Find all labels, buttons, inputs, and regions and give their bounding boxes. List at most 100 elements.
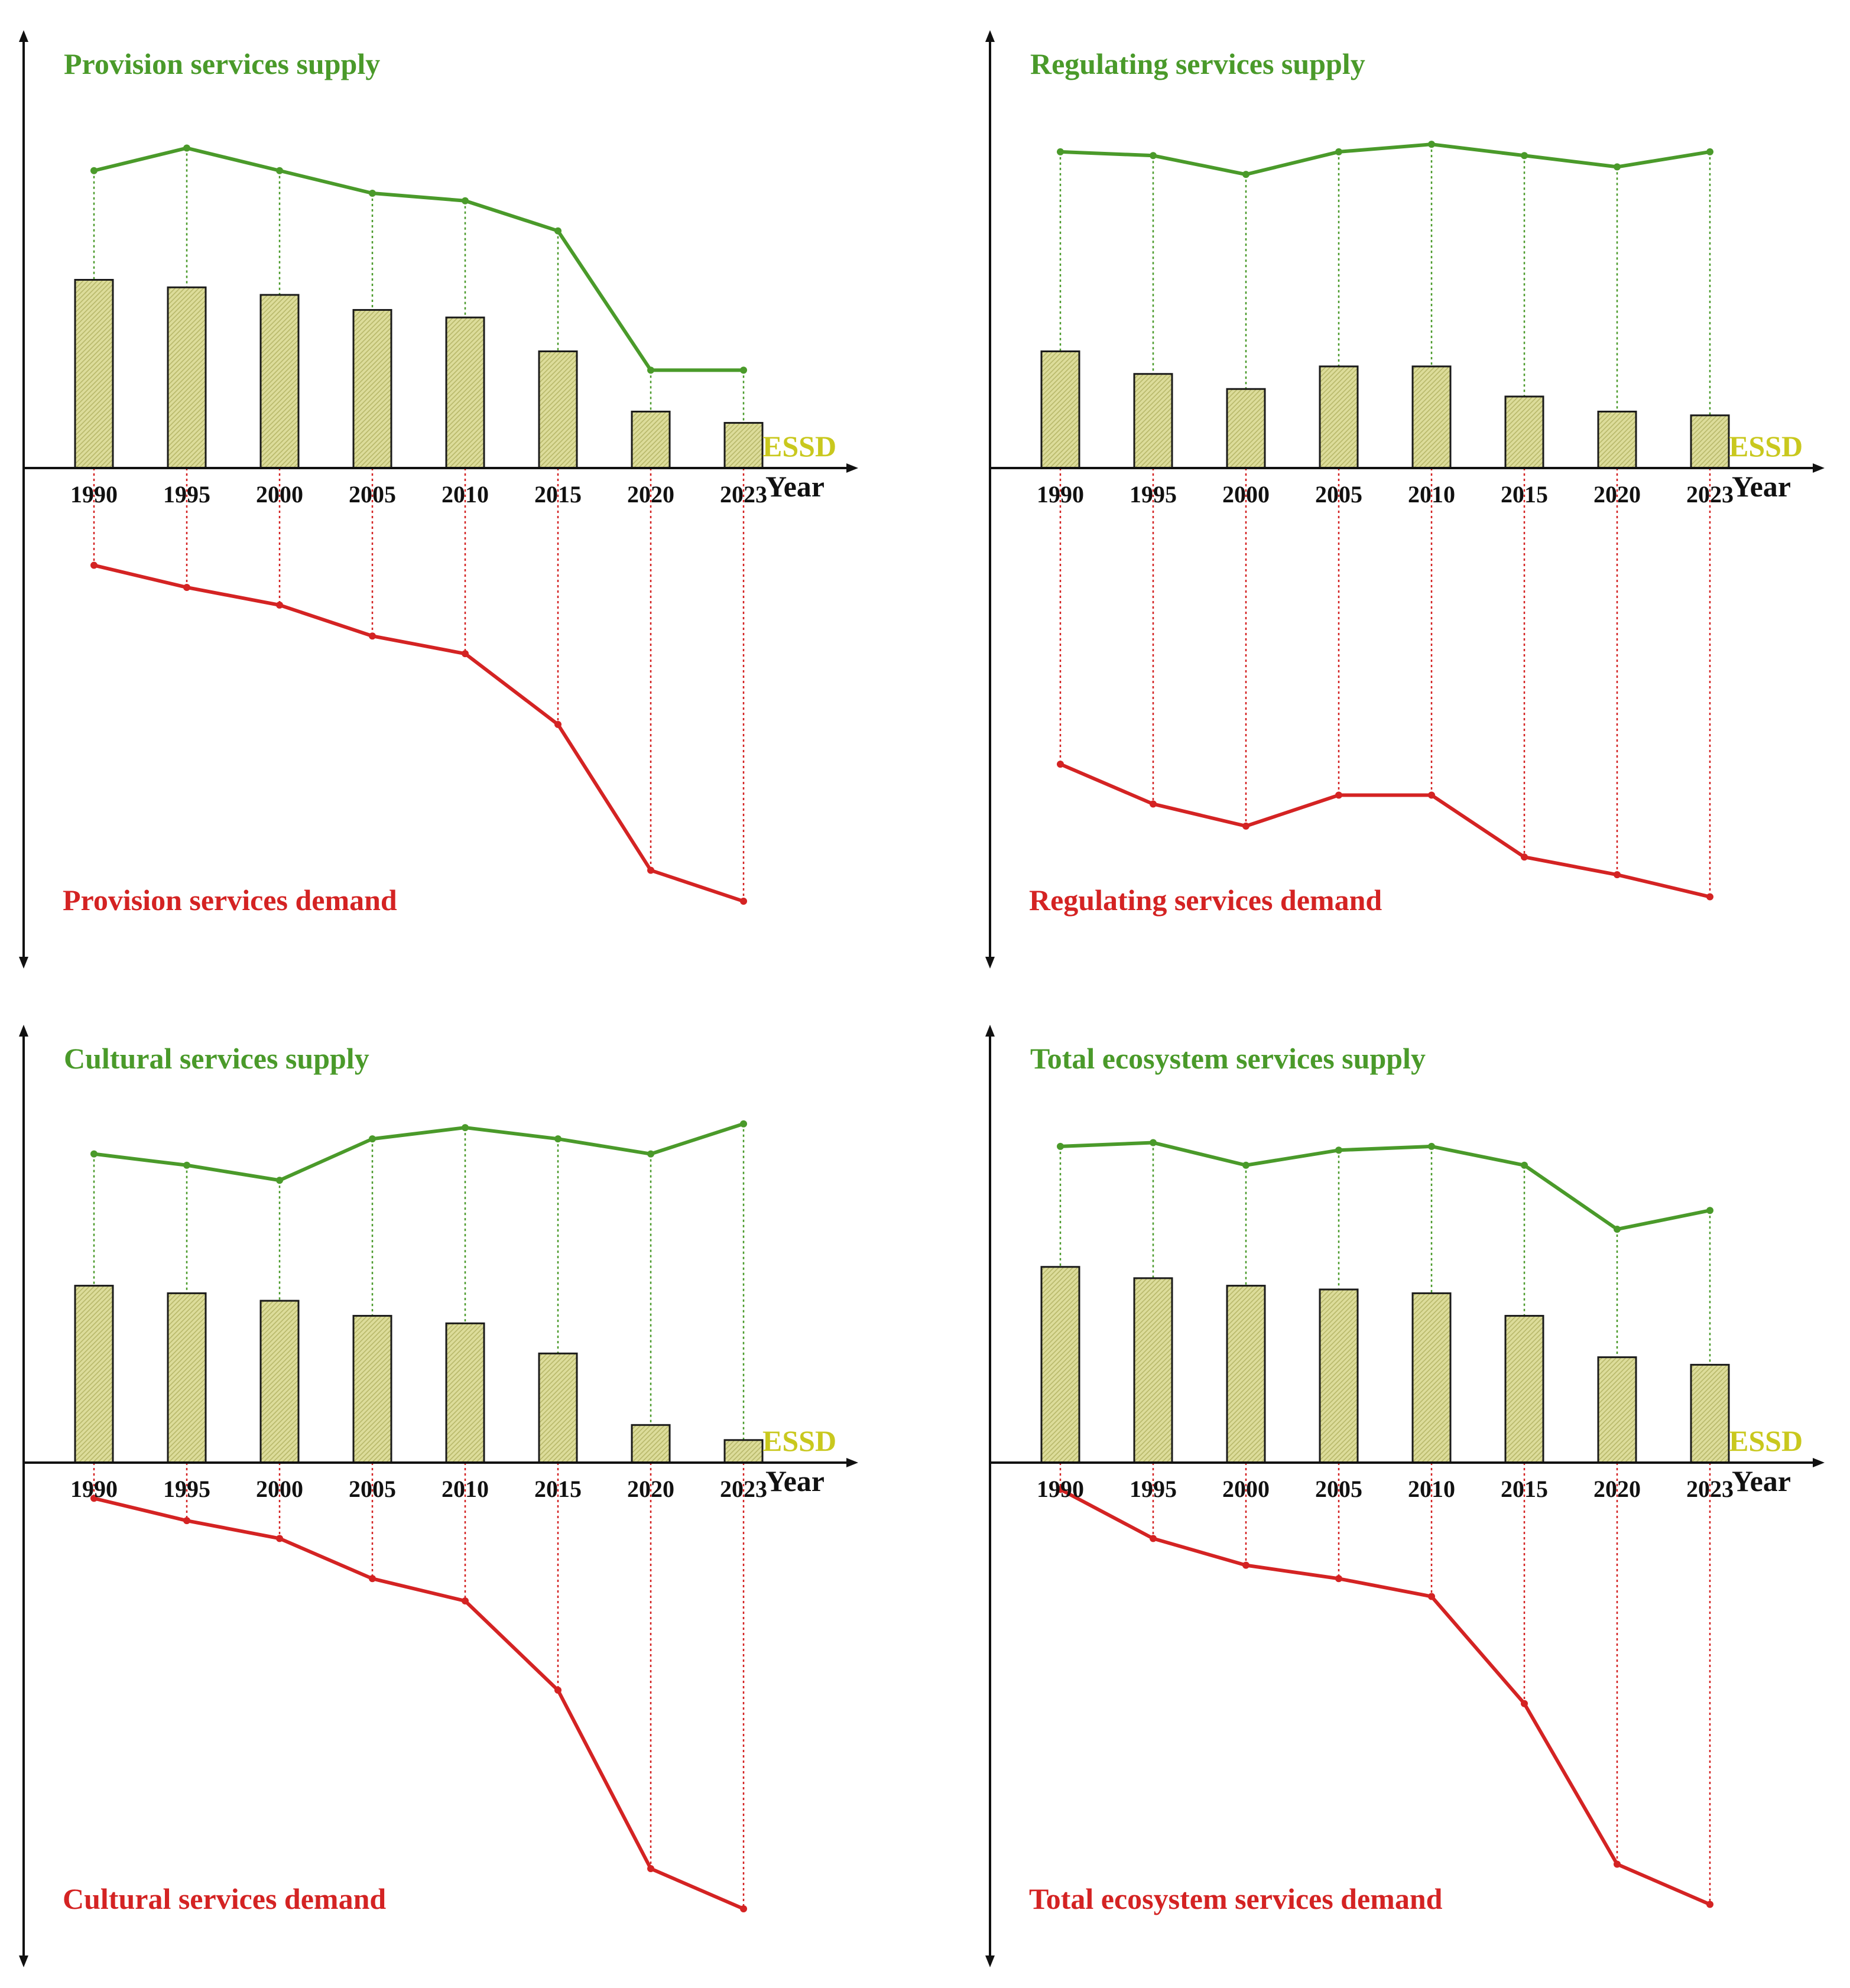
- x-tick-label: 1990: [1037, 481, 1084, 508]
- demand-point: [90, 1495, 98, 1502]
- x-tick-label: 2005: [349, 1476, 396, 1502]
- x-tick-label: 2023: [1686, 1476, 1734, 1502]
- supply-point: [1335, 148, 1342, 155]
- x-tick-label: 2023: [720, 481, 767, 508]
- essd-bar: [538, 350, 578, 469]
- demand-point: [369, 632, 376, 640]
- supply-point: [1614, 1226, 1621, 1233]
- essd-bar: [74, 279, 114, 469]
- y-axis-arrow-down: [985, 957, 995, 969]
- demand-point: [1706, 893, 1713, 901]
- x-axis-arrow: [846, 463, 858, 473]
- essd-bar: [259, 294, 300, 469]
- essd-label: ESSD: [762, 430, 836, 463]
- x-tick-label: 2015: [534, 481, 582, 508]
- demand-line: [1059, 762, 1711, 899]
- demand-title: Provision services demand: [63, 883, 397, 917]
- essd-bar: [352, 308, 392, 469]
- essd-bar: [74, 1285, 114, 1464]
- x-tick-label: 1990: [70, 1476, 118, 1502]
- x-axis-arrow: [846, 1458, 858, 1467]
- essd-bar: [1504, 1315, 1544, 1464]
- demand-point: [183, 583, 190, 591]
- supply-point: [369, 189, 376, 197]
- x-tick-label: 2020: [627, 481, 674, 508]
- demand-point: [1150, 800, 1157, 808]
- supply-point: [1521, 152, 1528, 160]
- essd-bar: [723, 1439, 764, 1464]
- supply-point: [1057, 1142, 1064, 1150]
- supply-point: [1521, 1161, 1528, 1169]
- supply-point: [554, 227, 562, 235]
- demand-point: [1057, 1486, 1064, 1493]
- essd-bar: [1226, 1285, 1266, 1464]
- y-axis-arrow-up: [19, 30, 28, 42]
- demand-point: [740, 1905, 747, 1912]
- essd-bar: [1597, 410, 1637, 469]
- supply-point: [1242, 1161, 1249, 1169]
- x-tick-label: 2000: [256, 1476, 303, 1502]
- demand-point: [1242, 1561, 1249, 1569]
- supply-line: [93, 146, 744, 372]
- essd-bar: [1597, 1356, 1637, 1464]
- essd-label: ESSD: [762, 1424, 836, 1457]
- x-tick-label: 2015: [1501, 1476, 1548, 1502]
- essd-bar: [723, 422, 764, 469]
- essd-bar: [631, 1424, 671, 1464]
- x-tick-label: 2023: [720, 1476, 767, 1502]
- essd-bar: [259, 1300, 300, 1464]
- demand-point: [1521, 1700, 1528, 1707]
- x-tick-label: 1990: [1037, 1476, 1084, 1502]
- essd-bar: [1411, 365, 1452, 469]
- supply-point: [276, 167, 283, 174]
- supply-line: [1060, 1141, 1711, 1232]
- x-tick-label: 2000: [1222, 481, 1270, 508]
- essd-bar: [1133, 373, 1173, 469]
- demand-point: [462, 650, 469, 658]
- x-tick-label: 1995: [1130, 481, 1177, 508]
- demand-point: [1614, 1860, 1621, 1868]
- supply-point: [1150, 1139, 1157, 1146]
- essd-bar: [1040, 350, 1080, 469]
- supply-point: [90, 167, 98, 174]
- supply-point: [554, 1135, 562, 1143]
- essd-bar: [631, 410, 671, 469]
- demand-point: [1150, 1535, 1157, 1542]
- y-axis-arrow-up: [19, 1025, 28, 1037]
- supply-point: [647, 366, 654, 374]
- x-axis-label: Year: [1732, 1464, 1791, 1498]
- supply-line: [1060, 142, 1711, 177]
- demand-title: Regulating services demand: [1029, 883, 1382, 917]
- demand-point: [1428, 791, 1435, 799]
- demand-point: [462, 1597, 469, 1605]
- demand-title: Total ecosystem services demand: [1029, 1882, 1443, 1915]
- supply-point: [1614, 163, 1621, 171]
- demand-line: [93, 563, 744, 903]
- x-tick-label: 2000: [256, 481, 303, 508]
- x-axis-arrow: [1813, 463, 1825, 473]
- supply-point: [1057, 148, 1064, 155]
- supply-point: [1335, 1146, 1342, 1154]
- x-tick-label: 2020: [1593, 481, 1641, 508]
- supply-title: Total ecosystem services supply: [1030, 1042, 1426, 1075]
- x-tick-label: 2020: [627, 1476, 674, 1502]
- essd-bar: [1319, 1288, 1359, 1464]
- supply-line: [93, 1122, 744, 1183]
- x-tick-label: 2010: [1408, 481, 1455, 508]
- x-axis-label: Year: [765, 1464, 825, 1498]
- x-tick-label: 1995: [163, 1476, 210, 1502]
- supply-point: [1706, 148, 1713, 155]
- supply-point: [1242, 171, 1249, 178]
- x-tick-label: 1995: [163, 481, 210, 508]
- essd-bar: [1226, 388, 1266, 469]
- essd-bar: [1504, 395, 1544, 469]
- demand-point: [1614, 871, 1621, 879]
- y-axis-arrow-up: [985, 1025, 995, 1037]
- essd-bar: [1690, 1363, 1730, 1464]
- y-axis-arrow-down: [19, 957, 28, 969]
- demand-point: [1706, 1901, 1713, 1908]
- supply-point: [462, 197, 469, 204]
- demand-point: [1521, 853, 1528, 861]
- x-axis-arrow: [1813, 1458, 1825, 1467]
- essd-bar: [1319, 365, 1359, 469]
